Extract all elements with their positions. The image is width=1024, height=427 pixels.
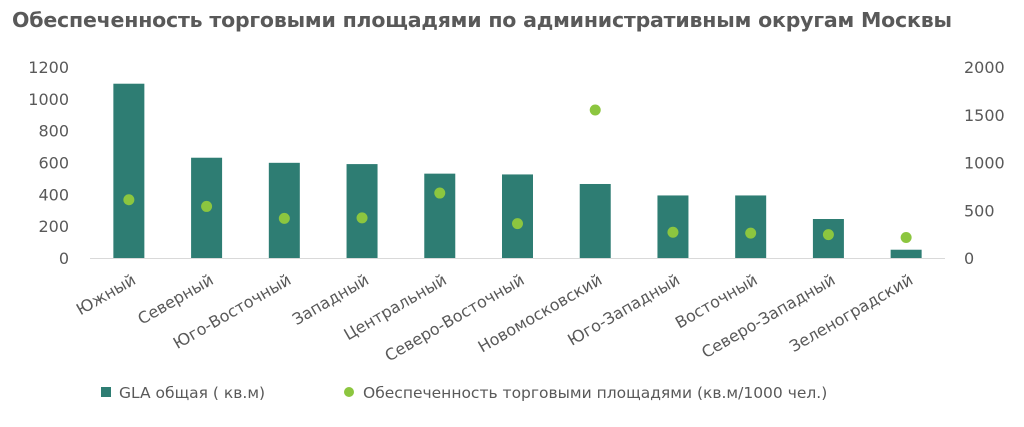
scatter-point — [822, 229, 834, 241]
legend-dot-label: Обеспеченность торговыми площадями (кв.м… — [363, 384, 827, 402]
y-right-tick-label: 1000 — [964, 154, 1005, 173]
bar — [890, 249, 922, 258]
scatter-point — [434, 187, 446, 199]
y-right-tick-label: 500 — [964, 201, 995, 220]
bar — [346, 164, 378, 258]
scatter-point — [667, 226, 679, 238]
bar — [579, 183, 611, 258]
y-right-tick-label: 1500 — [964, 106, 1005, 125]
scatter-point — [356, 212, 368, 224]
legend-bar-swatch — [101, 387, 111, 397]
bar — [735, 195, 767, 258]
x-category-label: Северо-Восточный — [381, 270, 527, 365]
legend-bar-label: GLA общая ( кв.м) — [119, 384, 265, 402]
scatter-point — [512, 218, 523, 230]
y-left-tick-label: 800 — [38, 122, 69, 141]
scatter-point — [589, 104, 601, 116]
y-left-tick-label: 600 — [38, 154, 69, 173]
y-left-tick-label: 400 — [38, 185, 69, 204]
y-left-tick-label: 200 — [38, 217, 69, 236]
bar — [268, 162, 300, 258]
y-left-tick-label: 1000 — [28, 90, 69, 109]
scatter-point — [278, 212, 290, 224]
scatter-point — [201, 200, 213, 212]
scatter-point — [745, 227, 757, 239]
bar — [502, 174, 533, 258]
x-category-label: Северо-Западный — [698, 270, 838, 362]
x-category-label: Южный — [73, 270, 139, 319]
legend-dot-swatch — [344, 387, 354, 397]
bar — [113, 83, 145, 259]
y-left-tick-label: 1200 — [28, 58, 69, 77]
y-right-tick-label: 2000 — [964, 58, 1005, 77]
bar — [424, 173, 456, 258]
y-left-tick-label: 0 — [59, 249, 69, 268]
chart-title: Обеспеченность торговыми площадями по ад… — [12, 8, 952, 32]
y-right-tick-label: 0 — [964, 249, 974, 268]
scatter-point — [123, 194, 135, 206]
scatter-point — [900, 231, 912, 243]
